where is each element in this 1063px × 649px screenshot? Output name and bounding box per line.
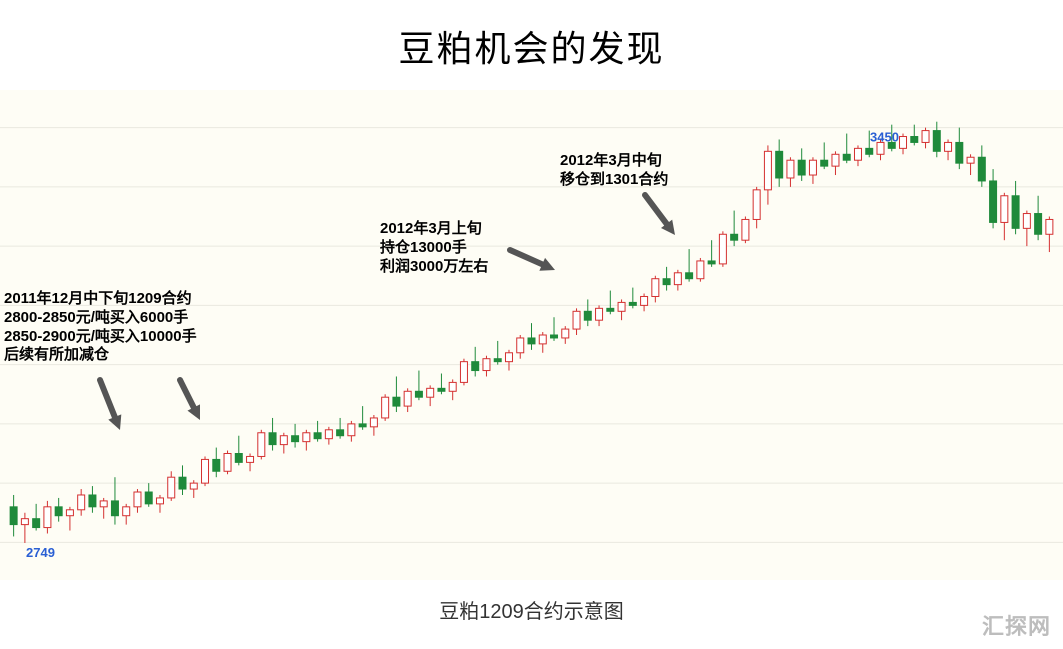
annotation-anno3: 2012年3月中旬 移仓到1301合约 <box>560 152 668 190</box>
watermark-text: 汇探网 <box>982 609 1051 641</box>
price-label: 3450 <box>870 130 899 145</box>
annotation-anno1: 2011年12月中下旬1209合约 2800-2850元/吨买入6000手 28… <box>4 290 197 365</box>
chart-caption: 豆粕1209合约示意图 <box>0 595 1063 624</box>
price-label: 2749 <box>26 545 55 560</box>
candlestick-chart: 2749 3450 2011年12月中下旬1209合约 2800-2850元/吨买… <box>0 90 1063 580</box>
page-title: 豆粕机会的发现 <box>0 0 1063 72</box>
annotation-anno2: 2012年3月上旬 持仓13000手 利润3000万左右 <box>380 220 488 276</box>
